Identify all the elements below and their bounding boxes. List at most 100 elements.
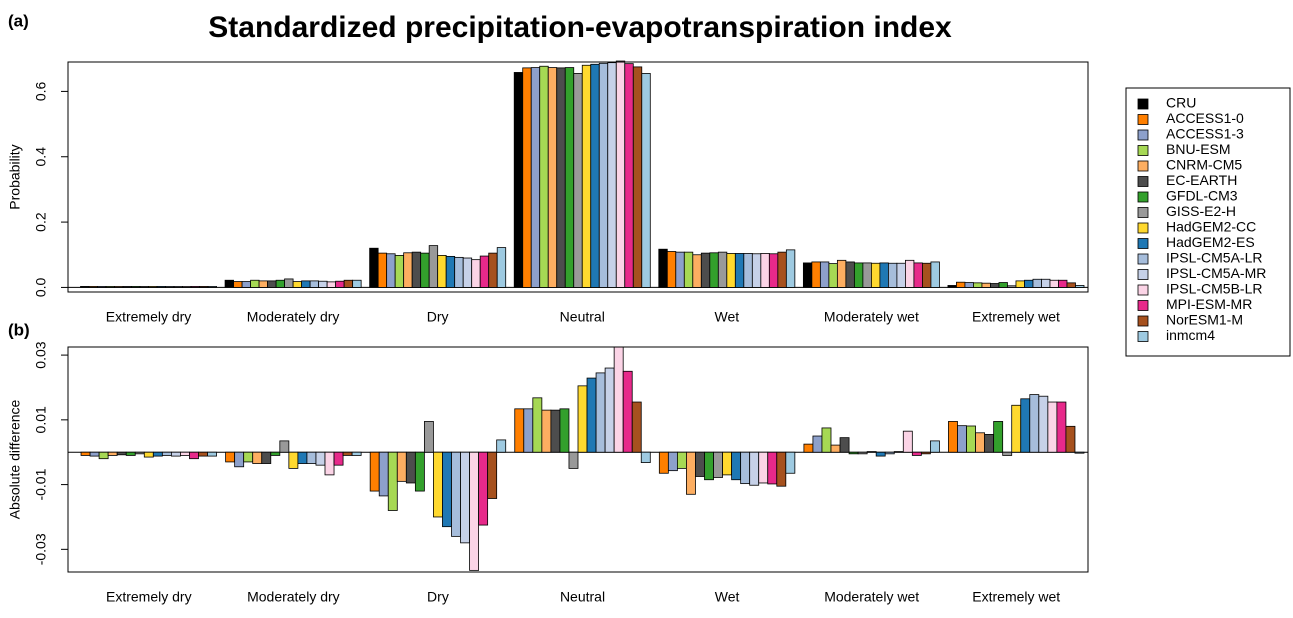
bar	[89, 451, 100, 457]
bar	[828, 263, 838, 288]
bar	[523, 408, 534, 453]
bar	[143, 451, 154, 458]
legend-label: EC-EARTH	[1166, 172, 1237, 188]
bar	[692, 254, 702, 288]
bar	[161, 451, 172, 456]
bar	[1015, 280, 1025, 288]
bar	[224, 279, 234, 288]
x-tick-label: Extremely dry	[106, 309, 192, 325]
bar	[471, 259, 481, 288]
bar	[785, 249, 796, 288]
legend-label: HadGEM2-ES	[1166, 234, 1255, 250]
bar	[478, 451, 489, 526]
plot-frame	[67, 61, 1089, 293]
legend-swatch	[1137, 331, 1149, 342]
legend-swatch	[1137, 222, 1149, 234]
bar	[676, 451, 687, 469]
bar	[306, 451, 317, 464]
bar	[993, 421, 1004, 453]
bar	[496, 247, 507, 288]
legend-label: MPI-ESM-MR	[1166, 296, 1252, 312]
bar	[1011, 404, 1022, 453]
bar	[709, 252, 719, 288]
bar	[922, 262, 932, 288]
bar	[315, 451, 326, 466]
bar	[722, 451, 733, 476]
bar	[190, 286, 200, 288]
x-tick-label: Moderately dry	[247, 309, 340, 325]
bar	[1074, 451, 1085, 454]
bar	[1058, 279, 1068, 288]
bar	[148, 286, 158, 288]
bar	[590, 63, 600, 288]
bar	[622, 370, 633, 453]
x-tick-label: Moderately wet	[824, 589, 919, 605]
bar	[469, 451, 480, 571]
bar	[284, 278, 294, 288]
chart-title: Standardized precipitation-evapotranspir…	[208, 11, 952, 44]
bar	[573, 73, 583, 288]
bar	[862, 262, 872, 288]
legend-label: IPSL-CM5A-LR	[1166, 250, 1262, 266]
bar	[1049, 279, 1059, 288]
bar	[80, 286, 90, 288]
bar	[811, 261, 821, 288]
bar	[726, 253, 736, 288]
bar	[1007, 285, 1017, 288]
bar	[913, 262, 923, 288]
bar	[454, 256, 464, 288]
bar	[234, 451, 245, 468]
y-tick-label: 0.03	[33, 341, 49, 368]
bar	[776, 451, 787, 487]
bar	[105, 286, 115, 288]
bar	[369, 247, 379, 288]
bar	[250, 279, 260, 288]
bar	[641, 73, 651, 288]
bar	[888, 262, 898, 288]
legend-swatch	[1137, 191, 1149, 203]
bar	[301, 280, 311, 288]
bar	[984, 434, 995, 453]
bar	[532, 397, 543, 453]
legend-label: HadGEM2-CC	[1166, 219, 1256, 235]
bar	[451, 451, 461, 537]
bar	[760, 253, 770, 288]
bar	[749, 451, 760, 486]
bar	[539, 65, 549, 288]
bar	[577, 385, 588, 453]
bar	[930, 261, 940, 288]
bar	[598, 62, 609, 288]
bar	[1075, 285, 1085, 288]
bar	[998, 282, 1008, 288]
bar	[369, 451, 380, 492]
legend-swatch	[1137, 129, 1149, 141]
y-tick-label: 0.6	[33, 81, 49, 101]
bar	[956, 281, 966, 288]
bar	[731, 451, 742, 481]
bar	[225, 451, 236, 463]
bar	[559, 408, 570, 453]
bar	[122, 286, 132, 288]
bar	[514, 408, 525, 453]
bar	[743, 253, 753, 288]
bar	[767, 451, 778, 485]
plot-frame	[67, 346, 1089, 573]
bar	[902, 430, 913, 453]
legend-label: CRU	[1166, 95, 1196, 111]
legend-swatch	[1137, 315, 1149, 327]
bar	[717, 251, 728, 288]
bar	[884, 451, 895, 455]
x-tick-label: Wet	[715, 589, 740, 605]
bar	[1032, 278, 1042, 288]
bar	[343, 279, 354, 288]
bar	[1065, 425, 1076, 453]
bar	[812, 435, 823, 453]
legend-label: ACCESS1-0	[1166, 110, 1244, 126]
bar	[233, 281, 243, 288]
bar	[704, 451, 714, 481]
bar	[1020, 398, 1031, 453]
x-tick-label: Moderately dry	[247, 589, 340, 605]
bar	[613, 346, 624, 453]
bar	[964, 282, 974, 288]
